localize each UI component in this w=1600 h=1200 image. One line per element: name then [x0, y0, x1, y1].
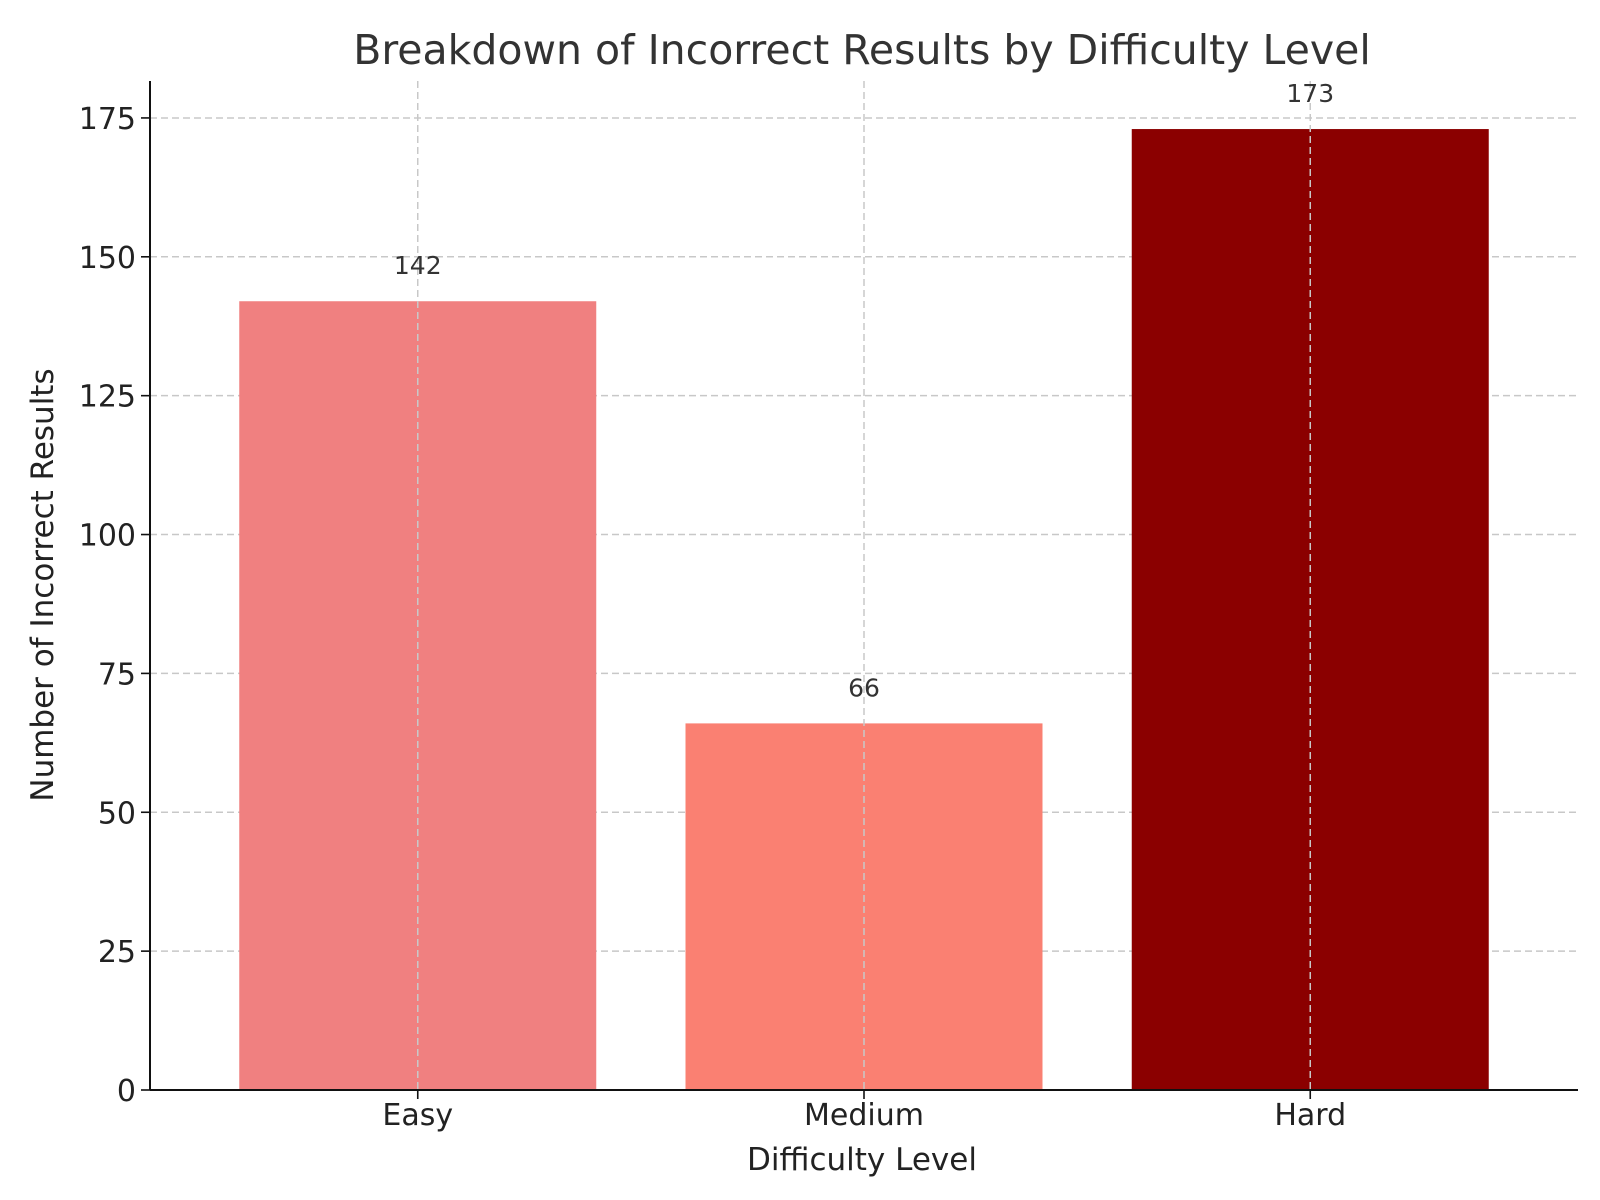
data-label: 66 [848, 673, 880, 702]
label-layer: 142 66 173 [394, 79, 1334, 702]
x-tick-label: Medium [804, 1098, 924, 1133]
y-tick-label: 25 [98, 935, 136, 970]
vertical-grid-layer [417, 81, 1311, 1090]
x-axis-label: Difficulty Level [747, 1142, 977, 1178]
axis-layer: 0 25 50 75 100 125 150 175 Easy Medium Hard [79, 81, 1578, 1133]
y-tick-label: 100 [79, 519, 136, 554]
y-tick-label: 0 [117, 1074, 136, 1109]
y-tick-label: 150 [79, 241, 136, 276]
y-tick-label: 125 [79, 380, 136, 415]
y-tick-label: 175 [79, 102, 136, 137]
data-label: 142 [394, 251, 442, 280]
chart-title: Breakdown of Incorrect Results by Diffic… [353, 26, 1371, 74]
y-tick-label: 50 [98, 796, 136, 831]
x-tick-label: Hard [1274, 1098, 1346, 1133]
bar-easy [239, 301, 597, 1090]
y-axis-label: Number of Incorrect Results [25, 368, 61, 801]
y-tick-label: 75 [98, 657, 136, 692]
data-label: 173 [1286, 79, 1334, 108]
x-tick-label: Easy [382, 1098, 453, 1133]
